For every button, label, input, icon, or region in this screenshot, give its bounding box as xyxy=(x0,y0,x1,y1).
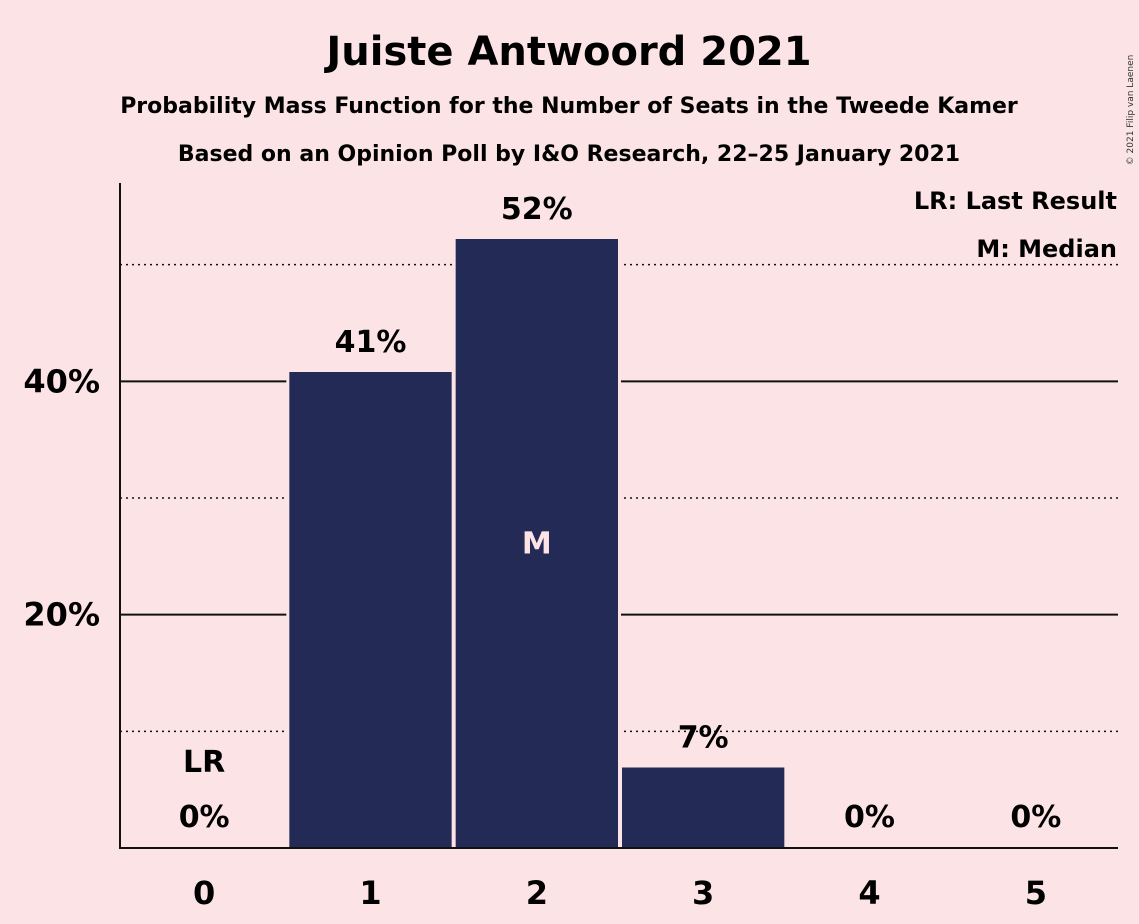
data-label: 0% xyxy=(179,800,230,835)
bar xyxy=(622,767,785,848)
data-label: 52% xyxy=(501,192,573,227)
y-tick-label: 40% xyxy=(23,362,100,400)
x-tick-label: 0 xyxy=(193,874,215,912)
legend-last-result: LR: Last Result xyxy=(914,187,1117,215)
legend-median: M: Median xyxy=(976,235,1117,263)
x-tick-label: 5 xyxy=(1025,874,1047,912)
axes: 20% 40% 0 1 2 3 4 5 xyxy=(23,183,1118,912)
chart-subtitle-poll: Based on an Opinion Poll by I&O Research… xyxy=(178,142,960,167)
data-label: 0% xyxy=(844,800,895,835)
chart-subtitle: Probability Mass Function for the Number… xyxy=(120,94,1018,119)
copyright-note: © 2021 Filip van Laenen xyxy=(1126,55,1136,166)
median-marker: M xyxy=(522,527,552,562)
data-label: 7% xyxy=(678,721,729,756)
chart-title: Juiste Antwoord 2021 xyxy=(323,29,811,75)
x-tick-label: 1 xyxy=(359,874,381,912)
last-result-marker: LR xyxy=(183,745,225,780)
bar xyxy=(455,239,618,848)
data-label: 41% xyxy=(335,325,407,360)
y-tick-label: 20% xyxy=(23,596,100,634)
x-tick-label: 4 xyxy=(858,874,880,912)
x-tick-label: 2 xyxy=(526,874,548,912)
bar xyxy=(289,372,452,848)
bars xyxy=(286,238,788,848)
x-tick-label: 3 xyxy=(692,874,714,912)
data-labels: 0% 41% 52% 7% 0% 0% LR M xyxy=(179,192,1062,835)
data-label: 0% xyxy=(1010,800,1061,835)
